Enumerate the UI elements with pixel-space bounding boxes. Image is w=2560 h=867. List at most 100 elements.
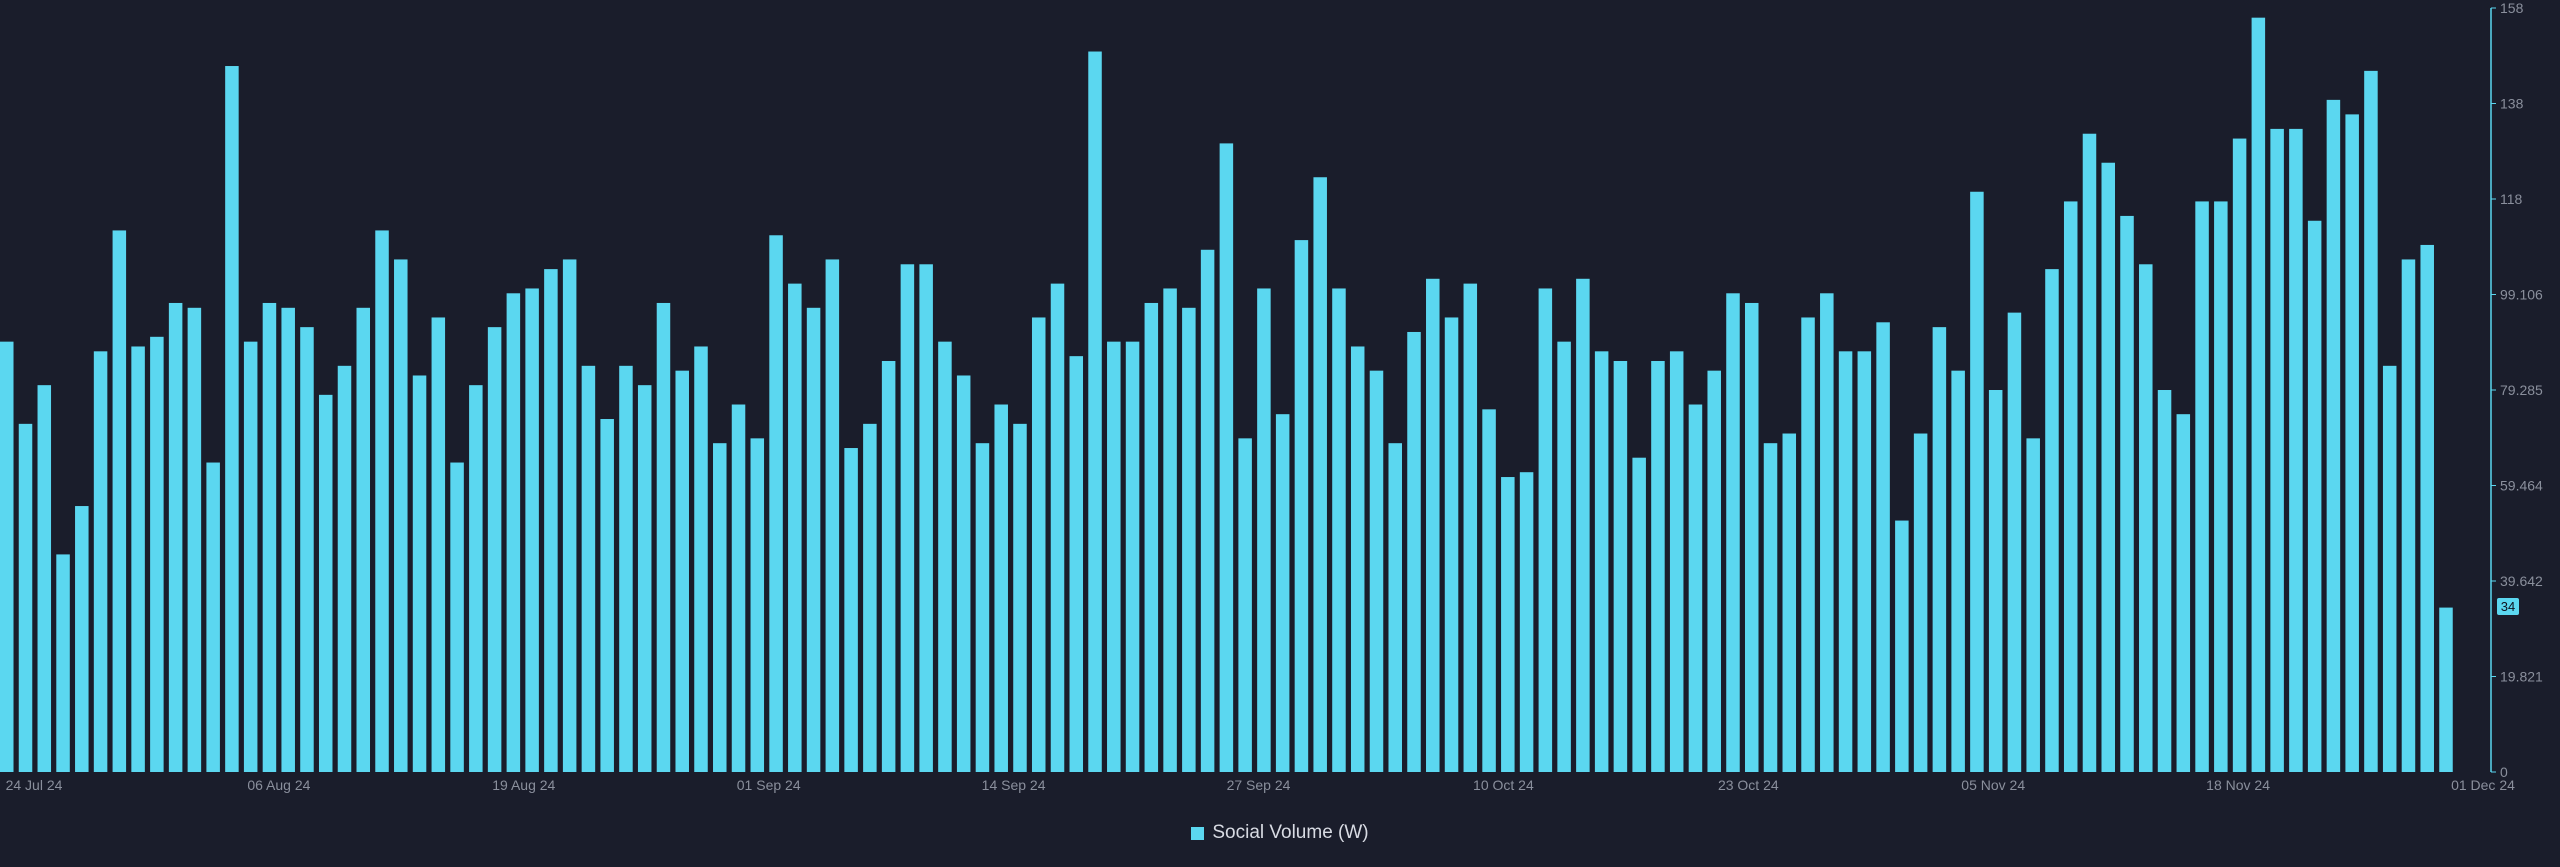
bar[interactable]	[337, 365, 352, 772]
bar[interactable]	[2382, 365, 2397, 772]
bar[interactable]	[75, 506, 89, 772]
bar[interactable]	[1988, 390, 2003, 772]
bar[interactable]	[1576, 278, 1590, 772]
bar[interactable]	[1369, 370, 1384, 772]
bar[interactable]	[243, 341, 258, 772]
bar[interactable]	[2307, 220, 2322, 772]
bar[interactable]	[844, 448, 858, 772]
bar[interactable]	[2232, 138, 2247, 772]
bar[interactable]	[1726, 293, 1740, 772]
bar[interactable]	[1613, 360, 1628, 772]
bar[interactable]	[544, 269, 558, 772]
bar[interactable]	[1275, 414, 1290, 772]
bar[interactable]	[37, 385, 52, 772]
bar[interactable]	[1688, 404, 1703, 772]
bar[interactable]	[1407, 331, 1421, 772]
bar[interactable]	[2195, 201, 2209, 773]
bar[interactable]	[2439, 607, 2453, 772]
bar[interactable]	[1200, 249, 1215, 772]
bar[interactable]	[1463, 283, 1478, 772]
bar[interactable]	[1444, 317, 1459, 772]
bar[interactable]	[225, 66, 239, 772]
bar[interactable]	[1519, 472, 1534, 772]
bar[interactable]	[2345, 114, 2359, 772]
bar[interactable]	[562, 259, 577, 772]
bar[interactable]	[1031, 317, 1046, 772]
bar[interactable]	[394, 259, 408, 772]
bar[interactable]	[1144, 302, 1159, 772]
bar[interactable]	[2007, 312, 2022, 772]
bar[interactable]	[619, 365, 633, 772]
bar[interactable]	[1857, 351, 1872, 772]
bar[interactable]	[1257, 288, 1271, 772]
bar[interactable]	[1069, 356, 1084, 772]
bar[interactable]	[1482, 409, 1496, 772]
bar[interactable]	[1876, 322, 1890, 772]
bar[interactable]	[788, 283, 802, 772]
bar[interactable]	[2101, 162, 2116, 773]
bar[interactable]	[994, 404, 1008, 772]
bar[interactable]	[412, 375, 427, 772]
bar[interactable]	[150, 336, 164, 772]
bar[interactable]	[1594, 351, 1609, 772]
bar[interactable]	[1707, 370, 1721, 772]
bar[interactable]	[881, 360, 896, 772]
bar[interactable]	[2063, 201, 2078, 773]
bar[interactable]	[1951, 370, 1965, 772]
bar[interactable]	[56, 554, 70, 772]
bar[interactable]	[2082, 133, 2097, 773]
bar[interactable]	[1820, 293, 1834, 772]
bar[interactable]	[1163, 288, 1177, 772]
bar[interactable]	[1913, 433, 1928, 772]
bar[interactable]	[262, 302, 277, 772]
bar[interactable]	[2139, 264, 2153, 772]
bar[interactable]	[469, 385, 483, 772]
bar[interactable]	[919, 264, 933, 772]
bar[interactable]	[206, 462, 220, 772]
bar[interactable]	[2120, 215, 2134, 773]
bar[interactable]	[1238, 438, 1252, 772]
bar[interactable]	[1632, 457, 1646, 772]
bar[interactable]	[1895, 520, 1909, 772]
bar[interactable]	[806, 307, 821, 772]
bar[interactable]	[656, 302, 671, 772]
bar[interactable]	[1013, 423, 1027, 772]
bar[interactable]	[1838, 351, 1853, 772]
bar[interactable]	[938, 341, 952, 772]
bar[interactable]	[1332, 288, 1346, 772]
bar[interactable]	[356, 307, 371, 772]
bar[interactable]	[581, 365, 596, 772]
bar[interactable]	[1970, 191, 1984, 772]
bar[interactable]	[1557, 341, 1571, 772]
bar[interactable]	[93, 351, 108, 772]
bar[interactable]	[1501, 477, 1515, 772]
bar[interactable]	[0, 341, 14, 772]
bar[interactable]	[1763, 443, 1778, 772]
bar[interactable]	[2045, 269, 2059, 772]
bar[interactable]	[506, 293, 521, 772]
bar[interactable]	[131, 346, 145, 772]
bar[interactable]	[769, 235, 783, 772]
bar[interactable]	[187, 307, 202, 772]
bar[interactable]	[1801, 317, 1815, 772]
bar[interactable]	[1388, 443, 1402, 772]
bar[interactable]	[2176, 414, 2191, 772]
bar[interactable]	[2270, 128, 2284, 772]
bar[interactable]	[2251, 17, 2266, 773]
bar[interactable]	[600, 419, 614, 772]
bar[interactable]	[1313, 177, 1327, 773]
bar[interactable]	[2326, 99, 2341, 773]
bar[interactable]	[863, 423, 877, 772]
bar[interactable]	[18, 423, 33, 772]
legend[interactable]: Social Volume (W)	[0, 822, 2560, 844]
bar[interactable]	[431, 317, 446, 772]
bar[interactable]	[2289, 128, 2303, 772]
bar[interactable]	[1782, 433, 1797, 772]
bar[interactable]	[1182, 307, 1196, 772]
bar[interactable]	[2157, 390, 2172, 772]
bar[interactable]	[637, 385, 652, 772]
bar[interactable]	[1538, 288, 1553, 772]
bar[interactable]	[1651, 360, 1665, 772]
bar[interactable]	[731, 404, 746, 772]
bar[interactable]	[300, 327, 314, 772]
